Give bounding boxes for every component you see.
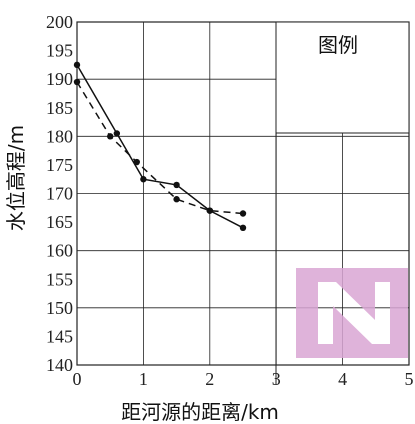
y-tick-label: 155 — [46, 269, 73, 289]
x-tick-label: 1 — [139, 369, 148, 389]
x-tick-label: 3 — [272, 369, 281, 389]
data-point — [73, 61, 81, 69]
y-tick-label: 180 — [46, 126, 73, 146]
y-tick-label: 200 — [46, 12, 73, 32]
y-tick-label: 170 — [46, 184, 73, 204]
data-point — [239, 210, 247, 217]
data-point — [206, 207, 213, 214]
y-tick-label: 165 — [46, 212, 73, 232]
data-point — [73, 78, 81, 86]
x-axis-label: 距河源的距离/km — [121, 400, 279, 424]
tick-labels: 1401451501551601651701751801851901952000… — [46, 12, 414, 389]
x-tick-label: 5 — [405, 369, 414, 389]
y-tick-label: 150 — [46, 298, 73, 318]
x-tick-label: 2 — [205, 369, 214, 389]
y-axis-label: 水位高程/m — [4, 125, 28, 231]
data-point — [113, 130, 121, 137]
data-point — [140, 176, 147, 183]
y-tick-label: 190 — [46, 69, 73, 89]
legend: 图例 — [275, 21, 410, 385]
y-tick-label: 140 — [46, 355, 73, 375]
data-point — [173, 181, 180, 189]
series-group — [73, 61, 247, 231]
legend-title: 图例 — [318, 33, 358, 57]
data-point — [133, 158, 140, 166]
data-point — [239, 224, 247, 231]
y-tick-label: 145 — [46, 326, 73, 346]
x-tick-label: 4 — [338, 369, 347, 389]
y-tick-label: 195 — [46, 41, 73, 61]
data-point — [173, 196, 180, 203]
y-tick-label: 185 — [46, 98, 73, 118]
data-point — [107, 133, 114, 140]
x-tick-label: 0 — [73, 369, 82, 389]
y-tick-label: 160 — [46, 241, 73, 261]
y-tick-label: 175 — [46, 155, 73, 175]
series-line-dashed — [76, 81, 244, 215]
legend-frame — [275, 21, 410, 134]
series-line-solid — [76, 64, 244, 229]
watermark-n-shape — [296, 268, 408, 358]
watermark-logo — [296, 268, 408, 358]
